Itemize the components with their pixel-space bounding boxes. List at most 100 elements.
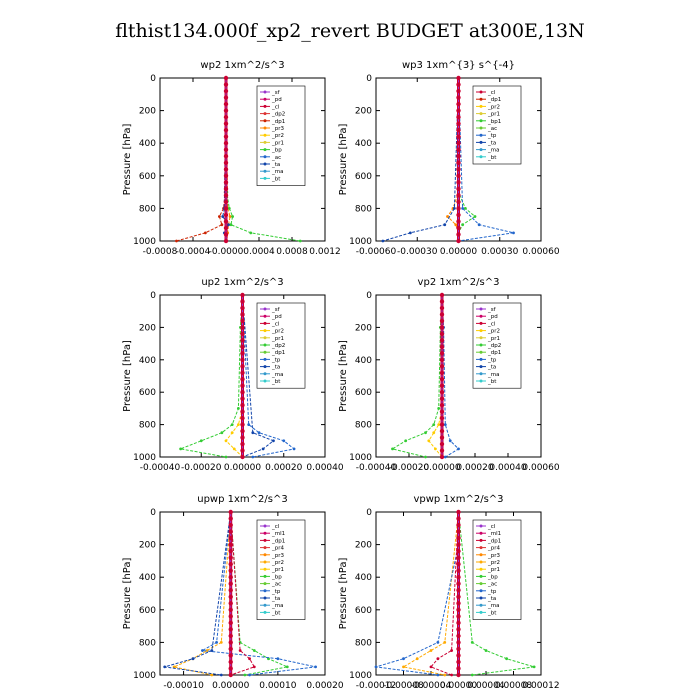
series-point (456, 101, 461, 107)
y-tick-label: 0 (366, 291, 372, 301)
legend-marker (479, 307, 483, 311)
series-point (223, 186, 229, 192)
legend-entry: _pd (487, 314, 498, 320)
series-point (439, 396, 445, 401)
series-point (219, 641, 223, 644)
y-tick-label: 800 (355, 421, 372, 431)
legend-marker (263, 357, 267, 361)
legend-entry: _pr2 (487, 104, 500, 110)
series-point (228, 601, 233, 606)
legend-marker (479, 336, 483, 340)
series-point (456, 238, 461, 244)
y-tick-label: 600 (355, 172, 372, 182)
series-point (439, 318, 445, 324)
panel-frame (159, 77, 326, 242)
legend-entry: _dp1 (271, 538, 285, 544)
series-point (248, 657, 251, 661)
series-point (240, 377, 245, 382)
series-point (402, 665, 405, 669)
x-tick-label: 0.00012 (522, 681, 559, 691)
panel-3: up2 1xm^2/s^3 Pressure [hPa] 0 200 400 600 800… (122, 277, 344, 473)
series-point (228, 575, 233, 580)
series-point (223, 154, 229, 159)
series-point (436, 641, 440, 644)
series-point (240, 370, 245, 375)
series-point (454, 223, 458, 227)
legend-entry: _dp1 (271, 350, 285, 356)
series-point (228, 522, 233, 528)
legend-entry: _pr1 (271, 140, 284, 146)
y-tick-label: 200 (139, 107, 156, 117)
legend-entry: _ac (487, 126, 497, 132)
series-point (456, 141, 461, 146)
series-point (374, 665, 378, 669)
x-tick-label: 0.00040 (489, 463, 526, 473)
series-point (456, 225, 461, 231)
x-tick-label: 0.0012 (309, 247, 341, 257)
series-point (439, 383, 445, 388)
y-tick-label: 800 (355, 638, 372, 648)
y-tick-label: 1000 (133, 671, 156, 681)
y-tick-label: 600 (355, 388, 372, 398)
legend-entry: _pd (271, 314, 282, 320)
series-point (456, 594, 461, 599)
legend-entry: _ac (271, 155, 281, 161)
series-point (450, 673, 454, 677)
y-axis-label: Pressure [hPa] (338, 558, 349, 630)
series-point (205, 649, 209, 652)
series-point (240, 396, 245, 401)
legend-entry: _ma (271, 603, 283, 609)
legend-entry: _ma (487, 148, 499, 154)
x-tick-label: 0.0004 (243, 247, 275, 257)
series-point (228, 620, 233, 626)
x-tick-label: -0.00004 (411, 681, 452, 691)
series-point (424, 455, 427, 459)
legend-entry: _pr4 (271, 546, 285, 552)
series-point (439, 390, 445, 395)
legend-entry: _dp1 (487, 97, 501, 103)
x-tick-label: 0.00000 (423, 463, 460, 473)
series-point (228, 594, 233, 599)
legend-marker (479, 104, 483, 108)
legend-entry: _bt (487, 610, 497, 616)
series-point (456, 199, 461, 205)
series-point (175, 239, 178, 243)
x-tick-label: -0.00060 (356, 247, 397, 257)
legend-marker (263, 379, 267, 383)
legend-entry: _bp (271, 148, 282, 154)
legend-entry: _pr1 (487, 567, 500, 573)
series-point (439, 344, 445, 350)
series-point (456, 614, 461, 619)
series-point (484, 649, 488, 652)
legend-entry: _ma (487, 372, 499, 378)
series-point (229, 223, 233, 227)
series-point (230, 423, 234, 426)
series-point (224, 439, 228, 443)
series-point (240, 292, 245, 298)
legend-marker (479, 567, 483, 571)
series-point (223, 141, 229, 146)
legend-entry: _pr2 (271, 560, 284, 566)
legend-entry: _pr3 (271, 553, 285, 559)
legend-marker (263, 524, 267, 528)
legend-entry: _cl (487, 90, 496, 96)
legend-entry: _pr2 (487, 560, 500, 566)
series-point (456, 180, 461, 185)
series-point (228, 588, 233, 593)
series-point (223, 108, 229, 113)
y-tick-label: 600 (355, 606, 372, 616)
series-point (201, 649, 204, 652)
x-tick-label: -0.00020 (389, 463, 430, 473)
series-point (456, 114, 461, 120)
series-point (456, 108, 461, 113)
series-point (439, 448, 445, 453)
legend-entry: _dp1 (487, 350, 501, 356)
legend-entry: _ma (271, 169, 283, 175)
series-point (223, 212, 229, 218)
legend-marker (263, 176, 267, 180)
series-point (434, 447, 437, 451)
series-point (223, 206, 229, 211)
legend-entry: _pr1 (487, 112, 500, 118)
series-point (236, 407, 240, 410)
series-point (240, 318, 245, 324)
